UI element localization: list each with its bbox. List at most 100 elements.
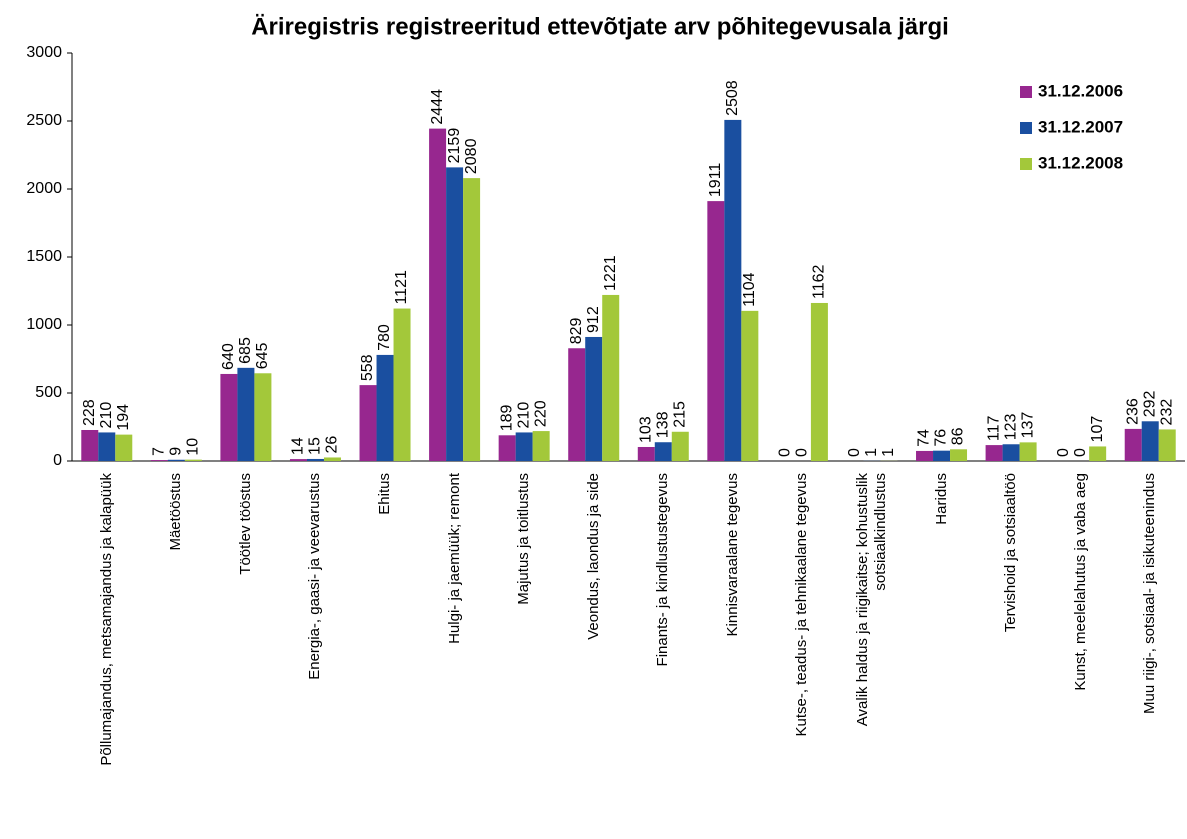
x-tick-label: Põllumajandus, metsamajandus ja kalapüük [97,473,115,766]
bar [532,431,550,461]
chart-title: Äriregistris registreeritud ettevõtjate … [251,13,949,40]
bar [237,367,255,461]
value-label: 9 [168,447,185,456]
bar [741,310,759,461]
bar [429,128,447,461]
value-label: 14 [290,437,307,455]
bar [306,458,324,461]
bar [393,308,411,461]
value-label: 117 [985,415,1002,441]
value-label: 780 [376,324,393,351]
y-tick-label: 2000 [26,180,62,197]
bar [446,167,464,461]
bar [1158,429,1176,461]
x-tick-label: Hulgi- ja jaemüük; remont [445,473,463,644]
value-label: 2508 [724,80,741,116]
x-tick-label: Majutus ja toitlustus [515,473,533,605]
x-tick-label: Kunst, meelelahutus ja vaba aeg [1071,473,1089,691]
value-label: 829 [568,317,585,344]
bar [671,431,689,461]
x-tick-label: Finants- ja kindlustustegevus [654,473,672,667]
x-tick-label: Muu riigi-, sotsiaal- ja isikuteenindus [1141,473,1159,714]
x-tick-label: Kinnisvaraalane tegevus [723,473,741,637]
bar [463,178,481,461]
bar [707,201,725,461]
bar [220,373,238,461]
value-label: 86 [950,427,967,445]
bar [150,460,168,461]
x-tick-label: Ehitus [376,473,394,515]
value-label: 292 [1141,390,1158,417]
bar [115,434,133,461]
value-label: 2080 [463,138,480,174]
bar [602,294,620,461]
value-label: 74 [916,429,933,447]
bar [568,348,586,461]
x-tick-label: Energia-, gaasi- ja veevarustus [306,473,324,680]
value-label: 15 [307,437,324,455]
value-label: 685 [237,337,254,364]
y-tick-label: 500 [35,384,62,401]
x-tick-label: Kutse-, teadus- ja tehnikaalane tegevus [793,473,811,737]
bar [933,450,951,461]
value-label: 1 [880,448,897,457]
value-label: 236 [1124,398,1141,425]
legend-swatch [1020,86,1032,98]
value-label: 0 [846,448,863,457]
bar [289,459,307,461]
x-tick-label: Tervishoid ja sotsiaaltöö [1002,473,1020,633]
value-label: 215 [672,401,689,428]
value-label: 640 [220,343,237,370]
bar [585,336,603,461]
legend-label: 31.12.2008 [1038,153,1123,172]
bar [916,450,934,461]
value-label: 2159 [446,128,463,164]
bar [950,449,968,461]
value-label: 210 [98,402,115,429]
value-label: 76 [933,429,950,447]
y-tick-label: 0 [53,452,62,469]
value-label: 210 [515,402,532,429]
bar [498,435,516,461]
bar [1124,428,1142,461]
bar [810,302,828,461]
legend-swatch [1020,122,1032,134]
value-label: 1121 [393,270,410,305]
value-label: 7 [151,447,168,456]
bar [254,373,272,461]
value-label: 232 [1158,399,1175,426]
value-label: 103 [638,416,655,443]
value-label: 194 [115,404,132,431]
bar [515,432,533,461]
value-label: 1162 [811,264,828,299]
bar [81,429,99,461]
x-tick-label: Veondus, laondus ja side [584,473,602,640]
value-label: 0 [777,448,794,457]
bar [1141,421,1159,461]
value-label: 26 [324,436,341,454]
value-label: 189 [498,404,515,431]
bar [184,459,202,461]
value-label: 1 [863,448,880,457]
value-label: 0 [1072,448,1089,457]
value-label: 107 [1089,416,1106,443]
value-label: 10 [185,438,202,456]
x-tick-label: Töötlev tööstus [236,473,254,575]
y-tick-label: 1500 [26,248,62,265]
legend-swatch [1020,158,1032,170]
x-tick-label: Mäetööstus [167,473,185,551]
value-label: 1911 [707,163,724,198]
bar [359,385,377,461]
legend-label: 31.12.2007 [1038,117,1123,136]
value-label: 1104 [741,272,758,307]
bar [167,459,185,461]
value-label: 228 [81,399,98,426]
value-label: 558 [359,354,376,381]
bar [637,446,655,461]
value-label: 123 [1002,413,1019,440]
value-label: 1221 [602,255,619,291]
bar [654,442,672,461]
value-label: 645 [254,342,271,369]
x-tick-label: Avalik haldus ja riigikaitse; kohustusli… [853,473,889,727]
